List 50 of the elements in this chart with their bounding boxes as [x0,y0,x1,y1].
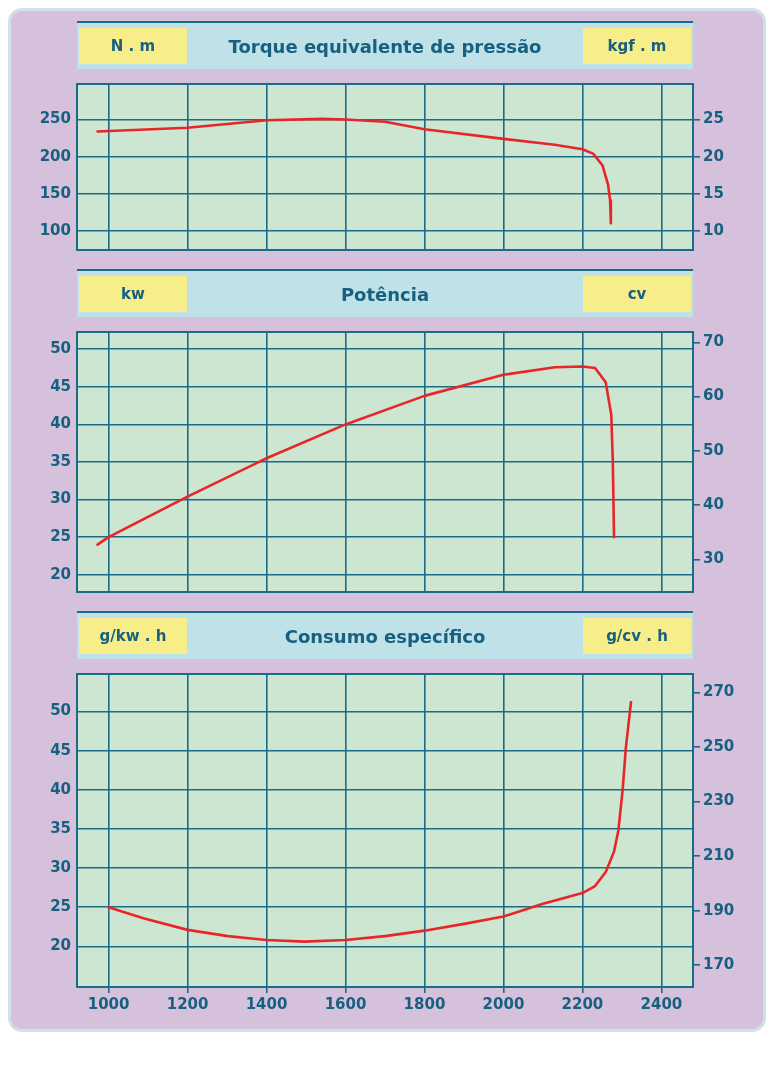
y-tick-label: 40 [50,414,71,433]
x-tick-label: 2000 [482,994,525,1013]
y-tick-label: 35 [50,818,71,837]
y-tick-label: 30 [50,489,71,508]
y2-tick-label: 40 [703,495,724,514]
y2-tick-label: 50 [703,440,724,459]
y-tick-label: 45 [50,376,71,395]
y2-tick-label: 30 [703,549,724,568]
y2-tick-label: 15 [703,183,724,202]
y2-axis-title: cv [582,276,691,312]
y2-tick-label: 190 [703,900,735,919]
y-tick-label: 40 [50,779,71,798]
y-tick-label: 50 [50,339,71,358]
y-axis-title: N . m [79,28,187,64]
y-tick-label: 20 [50,564,71,583]
y-tick-label: 30 [50,857,71,876]
y2-axis-title: kgf . m [583,28,691,64]
y2-tick-label: 250 [703,736,735,755]
y-tick-label: 35 [50,451,71,470]
y2-tick-label: 10 [703,220,724,239]
x-tick-label: 1000 [87,994,130,1013]
y2-tick-label: 230 [703,791,735,810]
y2-tick-label: 60 [703,386,724,405]
x-tick-label: 1600 [324,994,367,1013]
y-tick-label: 200 [39,146,71,165]
y2-axis-title: g/cv . h [582,618,691,654]
y2-tick-label: 70 [703,332,724,351]
y2-tick-label: 20 [703,146,724,165]
y-tick-label: 45 [50,740,71,759]
y-axis-title: kw [79,276,187,312]
chart-title: Torque equivalente de pressão [228,34,542,59]
y2-tick-label: 210 [703,846,735,865]
y-tick-label: 25 [50,897,71,916]
y-tick-label: 25 [50,527,71,546]
y-tick-label: 100 [39,220,71,239]
x-tick-label: 2400 [640,994,683,1013]
x-tick-label: 1400 [245,994,288,1013]
x-tick-label: 2200 [561,994,604,1013]
y2-tick-label: 270 [703,682,735,701]
x-tick-label: 1200 [166,994,209,1013]
y2-tick-label: 25 [703,109,724,128]
x-tick-label: 1800 [403,994,446,1013]
chart-title: Consumo específico [284,624,486,649]
y-axis-title: g/kw . h [79,618,187,654]
y-tick-label: 150 [39,183,71,202]
y-tick-label: 250 [39,109,71,128]
y-tick-label: 50 [50,701,71,720]
chart-title: Potência [340,282,430,307]
y-tick-label: 20 [50,936,71,955]
y2-tick-label: 170 [703,955,735,974]
